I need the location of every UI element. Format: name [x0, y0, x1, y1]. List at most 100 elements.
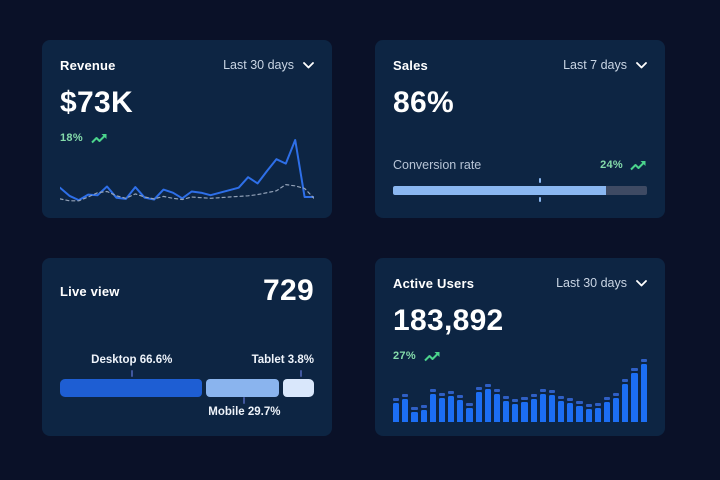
bar-body	[567, 403, 574, 422]
revenue-title: Revenue	[60, 57, 116, 73]
bar	[457, 395, 464, 422]
conversion-rate-label: Conversion rate	[393, 158, 482, 172]
desktop-tick	[130, 370, 133, 377]
bar-cap	[429, 389, 436, 392]
sales-card: Sales Last 7 days 86% Conversion rate 24…	[375, 40, 665, 218]
progress-track	[393, 186, 647, 195]
bar-cap	[548, 390, 556, 393]
bar	[448, 391, 455, 422]
bar-cap	[585, 404, 592, 407]
bar	[576, 401, 583, 422]
live-view-title: Live view	[60, 283, 120, 299]
bar-body	[484, 389, 491, 422]
bar-body	[576, 406, 583, 422]
active-users-card-header: Active Users Last 30 days	[393, 274, 647, 292]
active-users-range-label: Last 30 days	[556, 276, 627, 290]
dashboard: Revenue Last 30 days $73K 18% Sales Last…	[42, 40, 665, 436]
bar-body	[539, 394, 546, 422]
active-users-bar-chart	[393, 358, 647, 422]
conversion-rate-row: Conversion rate 24%	[393, 158, 647, 172]
bar-cap	[503, 396, 510, 399]
revenue-delta-row: 18%	[60, 132, 314, 144]
sales-range-dropdown[interactable]: Last 7 days	[563, 58, 647, 72]
bar-body	[521, 402, 528, 422]
revenue-value: $73K	[60, 86, 133, 119]
bar-body	[475, 392, 482, 422]
bar-cap	[512, 399, 519, 402]
bar	[613, 393, 620, 422]
bar-cap	[539, 389, 546, 392]
progress-marker-bottom	[539, 197, 542, 202]
bar-body	[438, 398, 446, 422]
revenue-series-current-period	[60, 139, 314, 202]
bar	[539, 389, 546, 422]
revenue-card-header: Revenue Last 30 days	[60, 56, 314, 74]
bar	[393, 398, 400, 422]
bar-body	[393, 403, 400, 422]
mobile-tick	[243, 397, 246, 404]
bar	[512, 399, 519, 422]
live-view-value: 729	[263, 274, 314, 307]
sales-delta-group: 24%	[600, 159, 647, 171]
bar-body	[411, 412, 418, 422]
bar-cap	[457, 395, 464, 398]
revenue-series-previous-period	[60, 183, 314, 202]
bar-cap	[558, 396, 565, 399]
bar	[411, 407, 418, 422]
desktop-label: Desktop 66.6%	[91, 354, 173, 366]
active-users-card: Active Users Last 30 days 183,892 27%	[375, 258, 665, 436]
sales-range-label: Last 7 days	[563, 58, 627, 72]
bar-cap	[640, 359, 647, 362]
active-users-title: Active Users	[393, 275, 475, 291]
chevron-down-icon	[636, 61, 647, 69]
bar-body	[512, 404, 519, 422]
segment-desktop	[60, 379, 202, 397]
bar-cap	[411, 407, 418, 410]
bar	[521, 397, 528, 422]
segment-tablet	[282, 379, 314, 397]
bar-cap	[475, 387, 482, 390]
chevron-down-icon	[636, 279, 647, 287]
conversion-progress	[393, 178, 647, 202]
bar	[594, 403, 601, 422]
bar-cap	[576, 401, 583, 404]
bar	[493, 389, 501, 422]
mobile-label: Mobile 29.7%	[208, 406, 281, 418]
trending-up-icon	[630, 159, 647, 171]
revenue-card: Revenue Last 30 days $73K 18%	[42, 40, 332, 218]
bar	[438, 393, 446, 422]
progress-marker-top	[539, 178, 542, 183]
bar-body	[402, 399, 409, 422]
bar	[530, 394, 537, 422]
progress-fill	[393, 186, 607, 195]
bar-cap	[448, 391, 455, 394]
revenue-range-label: Last 30 days	[223, 58, 294, 72]
bar	[631, 368, 638, 422]
sales-card-header: Sales Last 7 days	[393, 56, 647, 74]
active-users-range-dropdown[interactable]: Last 30 days	[556, 276, 647, 290]
bar-body	[429, 394, 436, 422]
bar-cap	[622, 379, 629, 382]
bar	[402, 394, 409, 422]
bar-body	[640, 364, 647, 422]
bar	[429, 389, 436, 422]
device-split-chart: Desktop 66.6% Tablet 3.8% Mobile 29.7%	[60, 354, 314, 418]
sales-title: Sales	[393, 57, 428, 73]
bar-body	[603, 402, 611, 422]
sales-value: 86%	[393, 86, 454, 119]
bar-cap	[530, 394, 537, 397]
active-users-delta-row: 27%	[393, 350, 647, 362]
bar	[503, 396, 510, 422]
trending-up-icon	[91, 132, 108, 144]
revenue-range-dropdown[interactable]: Last 30 days	[223, 58, 314, 72]
live-view-card: Live view 729 Desktop 66.6% Tablet 3.8% …	[42, 258, 332, 436]
bar	[585, 404, 592, 422]
bar-body	[530, 399, 537, 422]
bar-cap	[631, 368, 638, 371]
bar-cap	[402, 394, 409, 397]
bar-body	[558, 401, 565, 422]
bar-body	[622, 384, 629, 422]
bar-body	[466, 408, 473, 422]
bar-cap	[567, 398, 574, 401]
segment-mobile	[205, 379, 279, 397]
